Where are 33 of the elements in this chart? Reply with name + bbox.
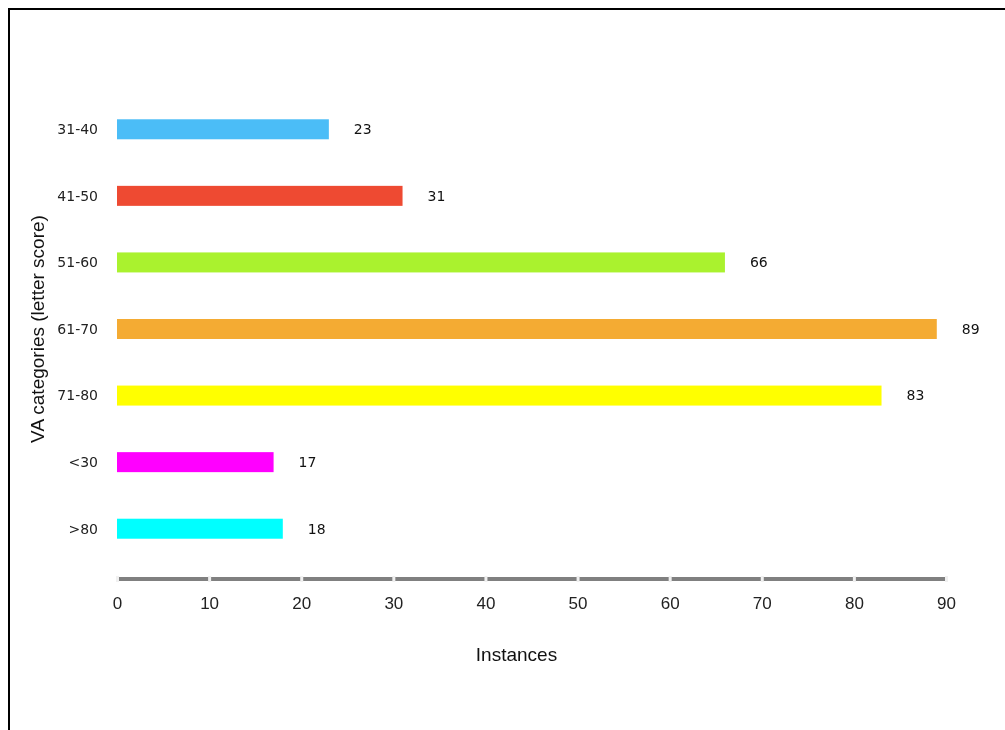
data-label: 31 (427, 187, 446, 204)
x-tick-label: 60 (660, 594, 680, 614)
y-axis-title: VA categories (letter score) (27, 215, 48, 443)
x-tick-label: 90 (937, 594, 956, 614)
x-tick-label: 20 (292, 594, 312, 614)
y-tick-label: <30 (68, 454, 98, 471)
y-tick-label: >80 (68, 520, 98, 537)
bar (117, 252, 725, 273)
bar (117, 452, 274, 473)
data-label: 18 (307, 520, 326, 537)
data-label: 83 (906, 387, 925, 404)
y-tick-label: 41-50 (57, 187, 98, 204)
x-tick-label: 30 (384, 594, 404, 614)
x-tick-label: 70 (752, 594, 772, 614)
x-tick-label: 50 (568, 594, 588, 614)
x-tick-label: 0 (112, 594, 123, 614)
bar (117, 319, 937, 339)
bar (117, 185, 403, 206)
x-axis-title: Instances (475, 644, 558, 665)
x-tick-label: 40 (476, 594, 496, 614)
x-tick-label: 80 (844, 594, 864, 614)
y-tick-label: 61-70 (57, 320, 98, 337)
bar (117, 518, 283, 539)
data-label: 66 (749, 254, 768, 271)
data-label: 17 (298, 454, 317, 471)
data-label: 89 (961, 320, 980, 337)
bar (117, 385, 882, 406)
data-label: 23 (353, 121, 372, 138)
x-tick-label: 10 (200, 594, 220, 614)
bar (117, 119, 329, 140)
y-tick-label: 71-80 (57, 387, 98, 404)
y-tick-label: 31-40 (57, 121, 98, 138)
y-tick-label: 51-60 (57, 254, 98, 271)
